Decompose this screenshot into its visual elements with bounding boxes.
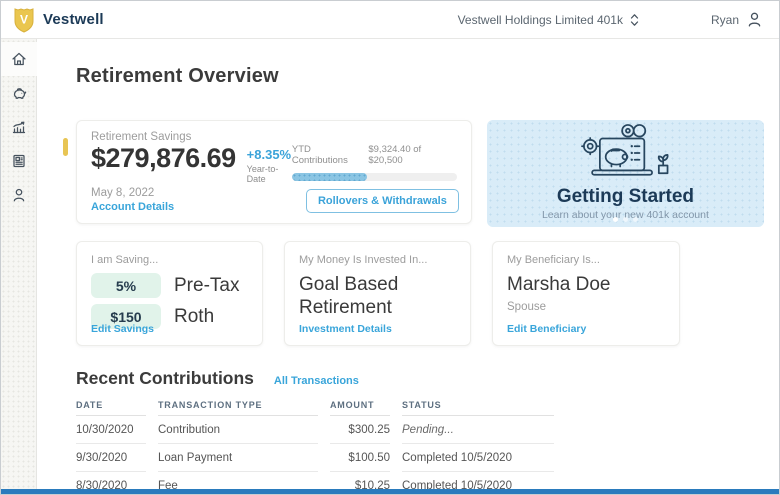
as-of-date: May 8, 2022 bbox=[91, 187, 155, 199]
chevron-up-down-icon bbox=[630, 13, 639, 26]
org-selector[interactable]: Vestwell Holdings Limited 401k bbox=[458, 13, 639, 27]
saving-row-roth: $150 Roth bbox=[91, 304, 248, 329]
ytd-progress-fill bbox=[291, 173, 367, 181]
ytd-contributions-label: YTD Contributions bbox=[291, 144, 348, 166]
getting-started-title: Getting Started bbox=[556, 186, 695, 207]
saving-rate-label: I am Saving... bbox=[91, 254, 159, 266]
person-icon bbox=[748, 12, 761, 27]
transactions-table: DATE TRANSACTION TYPE AMOUNT STATUS 10/3… bbox=[64, 393, 566, 494]
piggy-bank-icon bbox=[13, 88, 26, 99]
carousel-dot-1[interactable] bbox=[612, 217, 618, 222]
profile-person-icon bbox=[13, 188, 25, 202]
topbar: V Vestwell Vestwell Holdings Limited 401… bbox=[1, 1, 779, 39]
vestwell-shield-icon: V bbox=[14, 7, 34, 33]
getting-started-card[interactable]: Getting Started Learn about your new 401… bbox=[486, 120, 764, 227]
retirement-savings-card: Retirement Savings $279,876.69 +8.35% Ye… bbox=[63, 120, 472, 224]
org-selector-label: Vestwell Holdings Limited 401k bbox=[457, 12, 623, 27]
investment-card: My Money Is Invested In... Goal Based Re… bbox=[284, 241, 471, 346]
home-icon bbox=[12, 52, 26, 66]
investment-strategy: Goal Based Retirement bbox=[299, 274, 399, 318]
cell-status: Completed 10/5/2020 bbox=[402, 444, 554, 472]
sidebar-item-performance[interactable] bbox=[1, 110, 37, 144]
main-content: Retirement Overview Retirement Savings $… bbox=[37, 39, 779, 494]
brand-logo[interactable]: V Vestwell bbox=[13, 7, 104, 33]
savings-label: Retirement Savings bbox=[91, 131, 192, 143]
carousel-dot-3[interactable] bbox=[632, 217, 638, 222]
cell-status: Pending... bbox=[402, 416, 554, 444]
investment-label: My Money Is Invested In... bbox=[299, 254, 428, 266]
ytd-change-caption: Year-to-Date bbox=[246, 164, 279, 184]
ytd-contributions-amount: $9,324.40 of $20,500 bbox=[368, 144, 422, 166]
sidebar-item-savings[interactable] bbox=[1, 76, 37, 110]
edit-beneficiary-link[interactable]: Edit Beneficiary bbox=[507, 323, 587, 335]
sidebar bbox=[1, 39, 37, 494]
accent-bar bbox=[63, 138, 68, 156]
recent-contributions-title: Recent Contributions bbox=[76, 368, 254, 388]
account-balance: $279,876.69 bbox=[91, 143, 236, 173]
beneficiary-name: Marsha Doe bbox=[507, 274, 611, 295]
pretax-type-label: Pre-Tax bbox=[174, 274, 240, 296]
cell-type: Loan Payment bbox=[158, 444, 318, 472]
saving-rate-card: I am Saving... 5% Pre-Tax $150 Roth Edit… bbox=[76, 241, 263, 346]
table-header-row: DATE TRANSACTION TYPE AMOUNT STATUS bbox=[76, 393, 554, 416]
rollovers-withdrawals-button[interactable]: Rollovers & Withdrawals bbox=[305, 189, 459, 213]
overview-row: Retirement Savings $279,876.69 +8.35% Ye… bbox=[63, 120, 764, 227]
savings-summary: Retirement Savings $279,876.69 +8.35% Ye… bbox=[91, 131, 292, 213]
account-details-link[interactable]: Account Details bbox=[91, 201, 175, 213]
sidebar-item-home[interactable] bbox=[1, 42, 37, 76]
saving-row-pretax: 5% Pre-Tax bbox=[91, 273, 248, 298]
column-header-amount: AMOUNT bbox=[330, 393, 390, 416]
column-header-type: TRANSACTION TYPE bbox=[158, 393, 318, 416]
carousel-dots bbox=[487, 217, 764, 222]
page-title: Retirement Overview bbox=[76, 65, 279, 87]
ytd-contributions: YTD Contributions $9,324.40 of $20,500 bbox=[291, 131, 457, 213]
carousel-dot-2[interactable] bbox=[622, 217, 628, 222]
brand-name: Vestwell bbox=[43, 11, 104, 28]
sidebar-item-profile[interactable] bbox=[1, 178, 37, 212]
cell-amount: $300.25 bbox=[330, 416, 390, 444]
details-row: I am Saving... 5% Pre-Tax $150 Roth Edit… bbox=[76, 241, 764, 346]
beneficiary-label: My Beneficiary Is... bbox=[507, 254, 600, 266]
cell-date: 9/30/2020 bbox=[76, 444, 146, 472]
sidebar-item-statements[interactable] bbox=[1, 144, 37, 178]
cell-date: 10/30/2020 bbox=[76, 416, 146, 444]
cell-type: Contribution bbox=[158, 416, 318, 444]
beneficiary-card: My Beneficiary Is... Marsha Doe Spouse E… bbox=[492, 241, 680, 346]
ytd-progress-bar bbox=[291, 173, 457, 181]
table-row: 9/30/2020 Loan Payment $100.50 Completed… bbox=[76, 444, 554, 472]
chart-growth-icon bbox=[12, 121, 26, 134]
edit-savings-link[interactable]: Edit Savings bbox=[91, 323, 155, 335]
cell-amount: $100.50 bbox=[330, 444, 390, 472]
user-name: Ryan bbox=[710, 12, 739, 27]
getting-started-illustration bbox=[581, 124, 669, 176]
recent-contributions-section: Recent Contributions All Transactions DA… bbox=[76, 368, 764, 494]
column-header-status: STATUS bbox=[402, 393, 554, 416]
table-row: 10/30/2020 Contribution $300.25 Pending.… bbox=[76, 416, 554, 444]
all-transactions-link[interactable]: All Transactions bbox=[273, 375, 359, 387]
pretax-value-pill: 5% bbox=[91, 273, 161, 298]
column-header-date: DATE bbox=[76, 393, 146, 416]
investment-details-link[interactable]: Investment Details bbox=[299, 323, 392, 335]
roth-type-label: Roth bbox=[174, 305, 215, 327]
ytd-change: +8.35% bbox=[246, 147, 292, 162]
svg-text:V: V bbox=[20, 12, 28, 26]
statement-document-icon bbox=[13, 154, 25, 168]
window-bottom-bar bbox=[1, 489, 779, 494]
beneficiary-relationship: Spouse bbox=[507, 300, 547, 313]
user-menu[interactable]: Ryan bbox=[711, 11, 763, 28]
getting-started-subtitle: Learn about your new 401k account bbox=[541, 209, 709, 221]
roth-value-pill: $150 bbox=[91, 304, 161, 329]
